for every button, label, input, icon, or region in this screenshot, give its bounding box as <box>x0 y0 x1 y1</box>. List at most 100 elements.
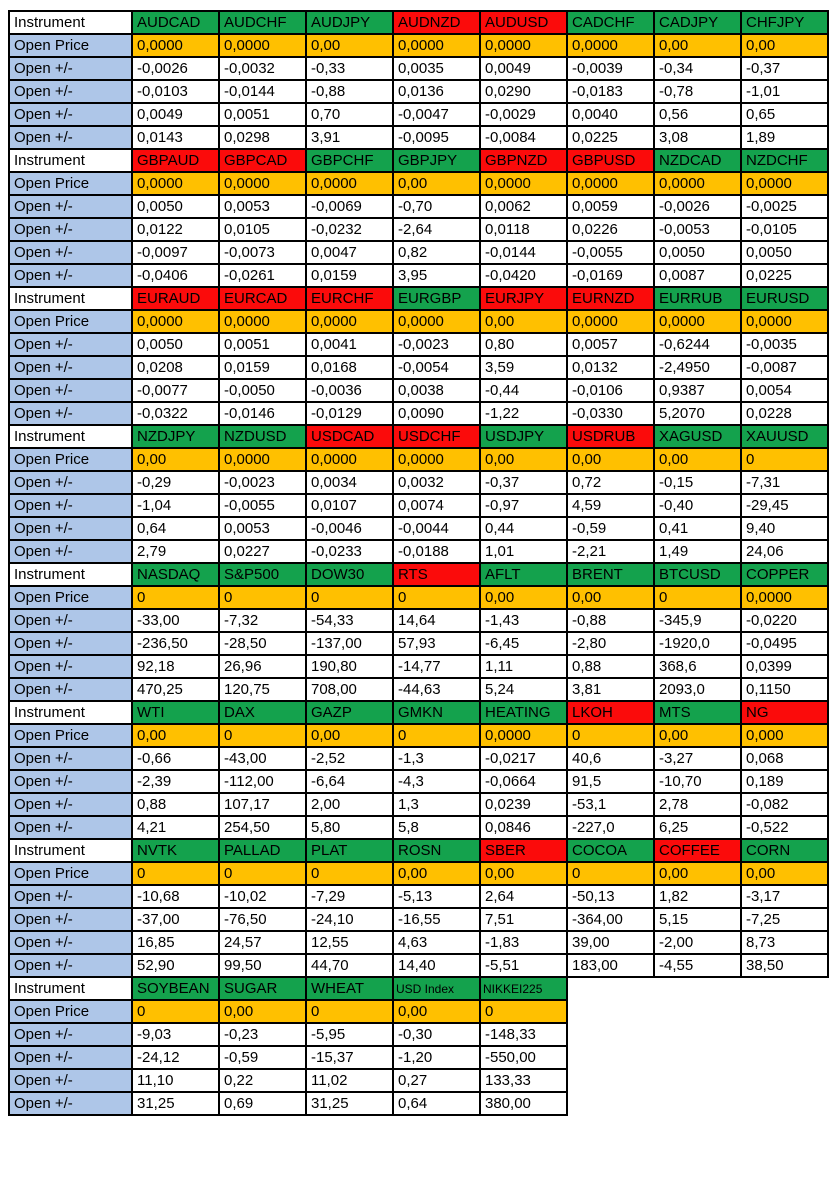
instrument-header[interactable]: HEATING <box>479 700 568 725</box>
instrument-header[interactable]: GBPJPY <box>392 148 481 173</box>
open-change-cell[interactable]: 0,0168 <box>305 355 394 380</box>
open-price-cell[interactable]: 0,0000 <box>392 309 481 334</box>
open-change-cell[interactable]: -10,68 <box>131 884 220 909</box>
open-price-cell[interactable]: 0,0000 <box>740 309 829 334</box>
open-change-cell[interactable]: -0,0036 <box>305 378 394 403</box>
open-price-cell[interactable]: 0 <box>479 999 568 1024</box>
open-change-cell[interactable]: -0,0073 <box>218 240 307 265</box>
open-change-cell[interactable]: 0,22 <box>218 1068 307 1093</box>
open-change-cell[interactable]: -1,83 <box>479 930 568 955</box>
open-change-cell[interactable]: 0,0050 <box>131 332 220 357</box>
open-change-cell[interactable]: -0,0183 <box>566 79 655 104</box>
open-price-cell[interactable]: 0 <box>566 861 655 886</box>
open-change-cell[interactable]: 0,0041 <box>305 332 394 357</box>
open-change-cell[interactable]: 0,0846 <box>479 815 568 840</box>
open-change-cell[interactable]: -0,0055 <box>218 493 307 518</box>
open-change-cell[interactable]: -0,59 <box>566 516 655 541</box>
open-change-cell[interactable]: 0,0032 <box>392 470 481 495</box>
open-price-cell[interactable]: 0,0000 <box>218 33 307 58</box>
open-price-cell[interactable]: 0,00 <box>218 999 307 1024</box>
open-change-cell[interactable]: 0,88 <box>566 654 655 679</box>
open-change-cell[interactable]: 44,70 <box>305 953 394 978</box>
open-price-cell[interactable]: 0,0000 <box>131 33 220 58</box>
open-change-cell[interactable]: -3,17 <box>740 884 829 909</box>
open-change-cell[interactable]: 0,88 <box>131 792 220 817</box>
open-price-cell[interactable]: 0,0000 <box>566 33 655 58</box>
open-change-cell[interactable]: 0,82 <box>392 240 481 265</box>
open-change-cell[interactable]: -6,45 <box>479 631 568 656</box>
open-price-cell[interactable]: 0,00 <box>392 171 481 196</box>
instrument-header[interactable]: EURAUD <box>131 286 220 311</box>
instrument-header[interactable]: MTS <box>653 700 742 725</box>
open-change-cell[interactable]: 1,11 <box>479 654 568 679</box>
open-price-cell[interactable]: 0,0000 <box>479 171 568 196</box>
open-price-cell[interactable]: 0,0000 <box>218 309 307 334</box>
instrument-header[interactable]: EURRUB <box>653 286 742 311</box>
open-price-cell[interactable]: 0,0000 <box>131 309 220 334</box>
open-change-cell[interactable]: 7,51 <box>479 907 568 932</box>
open-change-cell[interactable]: 0,0050 <box>653 240 742 265</box>
open-change-cell[interactable]: -0,0084 <box>479 125 568 150</box>
instrument-header[interactable]: NVTK <box>131 838 220 863</box>
instrument-header[interactable]: LKOH <box>566 700 655 725</box>
open-change-cell[interactable]: -2,39 <box>131 769 220 794</box>
open-change-cell[interactable]: -0,0039 <box>566 56 655 81</box>
instrument-header[interactable]: SUGAR <box>218 976 307 1001</box>
open-change-cell[interactable]: -2,4950 <box>653 355 742 380</box>
open-price-cell[interactable]: 0,0000 <box>653 171 742 196</box>
open-change-cell[interactable]: -0,0026 <box>131 56 220 81</box>
open-price-cell[interactable]: 0,0000 <box>305 171 394 196</box>
open-change-cell[interactable]: 24,06 <box>740 539 829 564</box>
open-change-cell[interactable]: 0,0053 <box>218 516 307 541</box>
open-price-cell[interactable]: 0 <box>305 861 394 886</box>
open-change-cell[interactable]: -0,97 <box>479 493 568 518</box>
open-change-cell[interactable]: -0,0233 <box>305 539 394 564</box>
open-change-cell[interactable]: 1,3 <box>392 792 481 817</box>
open-change-cell[interactable]: 0,64 <box>392 1091 481 1116</box>
open-change-cell[interactable]: 0,0053 <box>218 194 307 219</box>
open-price-cell[interactable]: 0,00 <box>392 861 481 886</box>
open-change-cell[interactable]: -50,13 <box>566 884 655 909</box>
open-price-cell[interactable]: 0,00 <box>653 447 742 472</box>
instrument-header[interactable]: XAGUSD <box>653 424 742 449</box>
open-price-cell[interactable]: 0,00 <box>479 447 568 472</box>
open-change-cell[interactable]: -0,34 <box>653 56 742 81</box>
open-change-cell[interactable]: -0,23 <box>218 1022 307 1047</box>
open-change-cell[interactable]: 2,00 <box>305 792 394 817</box>
open-change-cell[interactable]: -345,9 <box>653 608 742 633</box>
instrument-header[interactable]: S&P500 <box>218 562 307 587</box>
open-change-cell[interactable]: 0,0057 <box>566 332 655 357</box>
instrument-header[interactable]: USDCHF <box>392 424 481 449</box>
open-price-cell[interactable]: 0 <box>218 861 307 886</box>
open-change-cell[interactable]: -7,32 <box>218 608 307 633</box>
open-change-cell[interactable]: -29,45 <box>740 493 829 518</box>
open-change-cell[interactable]: -0,0097 <box>131 240 220 265</box>
open-change-cell[interactable]: 0,65 <box>740 102 829 127</box>
open-change-cell[interactable]: -148,33 <box>479 1022 568 1047</box>
open-change-cell[interactable]: -0,0047 <box>392 102 481 127</box>
open-price-cell[interactable]: 0,0000 <box>566 309 655 334</box>
open-change-cell[interactable]: 0,0143 <box>131 125 220 150</box>
open-change-cell[interactable]: -0,40 <box>653 493 742 518</box>
instrument-header[interactable]: ROSN <box>392 838 481 863</box>
open-price-cell[interactable]: 0 <box>218 585 307 610</box>
open-change-cell[interactable]: -0,0029 <box>479 102 568 127</box>
instrument-header[interactable]: COCOA <box>566 838 655 863</box>
open-change-cell[interactable]: -5,95 <box>305 1022 394 1047</box>
open-change-cell[interactable]: 0,56 <box>653 102 742 127</box>
instrument-header[interactable]: NZDCHF <box>740 148 829 173</box>
instrument-header[interactable]: GBPUSD <box>566 148 655 173</box>
open-change-cell[interactable]: 190,80 <box>305 654 394 679</box>
open-change-cell[interactable]: 0,0062 <box>479 194 568 219</box>
open-change-cell[interactable]: -1,20 <box>392 1045 481 1070</box>
open-change-cell[interactable]: -0,66 <box>131 746 220 771</box>
open-change-cell[interactable]: -5,51 <box>479 953 568 978</box>
instrument-header[interactable]: NIKKEI225 <box>479 976 568 1001</box>
open-price-cell[interactable]: 0,00 <box>305 723 394 748</box>
open-price-cell[interactable]: 0,0000 <box>218 447 307 472</box>
open-price-cell[interactable]: 0,000 <box>740 723 829 748</box>
open-change-cell[interactable]: 133,33 <box>479 1068 568 1093</box>
open-change-cell[interactable]: -0,0322 <box>131 401 220 426</box>
instrument-header[interactable]: XAUUSD <box>740 424 829 449</box>
open-change-cell[interactable]: -7,29 <box>305 884 394 909</box>
